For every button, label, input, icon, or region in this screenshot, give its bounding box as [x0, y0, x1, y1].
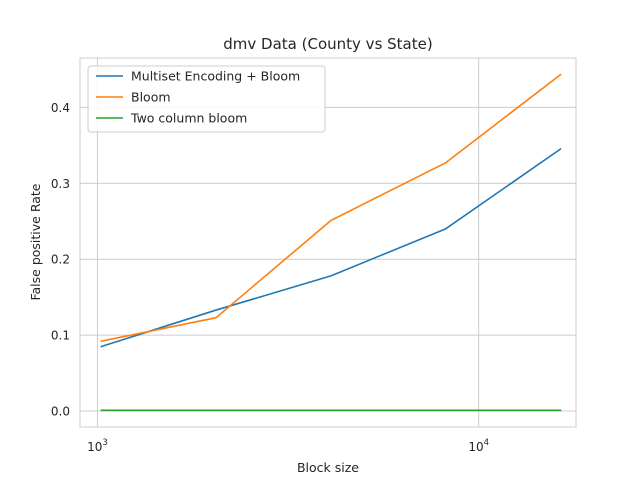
- legend: Multiset Encoding + Bloom Bloom Two column…: [87, 65, 326, 133]
- x-tick-label: 104: [468, 438, 489, 454]
- y-tick-label: 0.4: [51, 101, 70, 115]
- y-tick-label: 0.1: [51, 329, 70, 343]
- series-line: [100, 147, 562, 348]
- x-axis-label: Block size: [297, 460, 359, 475]
- y-tick-label: 0.3: [51, 177, 70, 191]
- series-lines: [100, 73, 562, 412]
- y-tick-label: 0.0: [51, 405, 70, 419]
- legend-label: Two column bloom: [130, 111, 247, 126]
- legend-box: [87, 65, 326, 133]
- y-tick-label: 0.2: [51, 253, 70, 267]
- y-axis-label: False positive Rate: [28, 183, 43, 300]
- tick-labels: 0.0 0.1 0.2 0.3 0.4 103 104: [51, 101, 489, 454]
- chart-title: dmv Data (County vs State): [223, 35, 432, 53]
- legend-label: Bloom: [131, 90, 171, 105]
- series-line: [100, 73, 562, 343]
- legend-label: Multiset Encoding + Bloom: [131, 69, 300, 84]
- x-tick-label: 103: [87, 438, 108, 454]
